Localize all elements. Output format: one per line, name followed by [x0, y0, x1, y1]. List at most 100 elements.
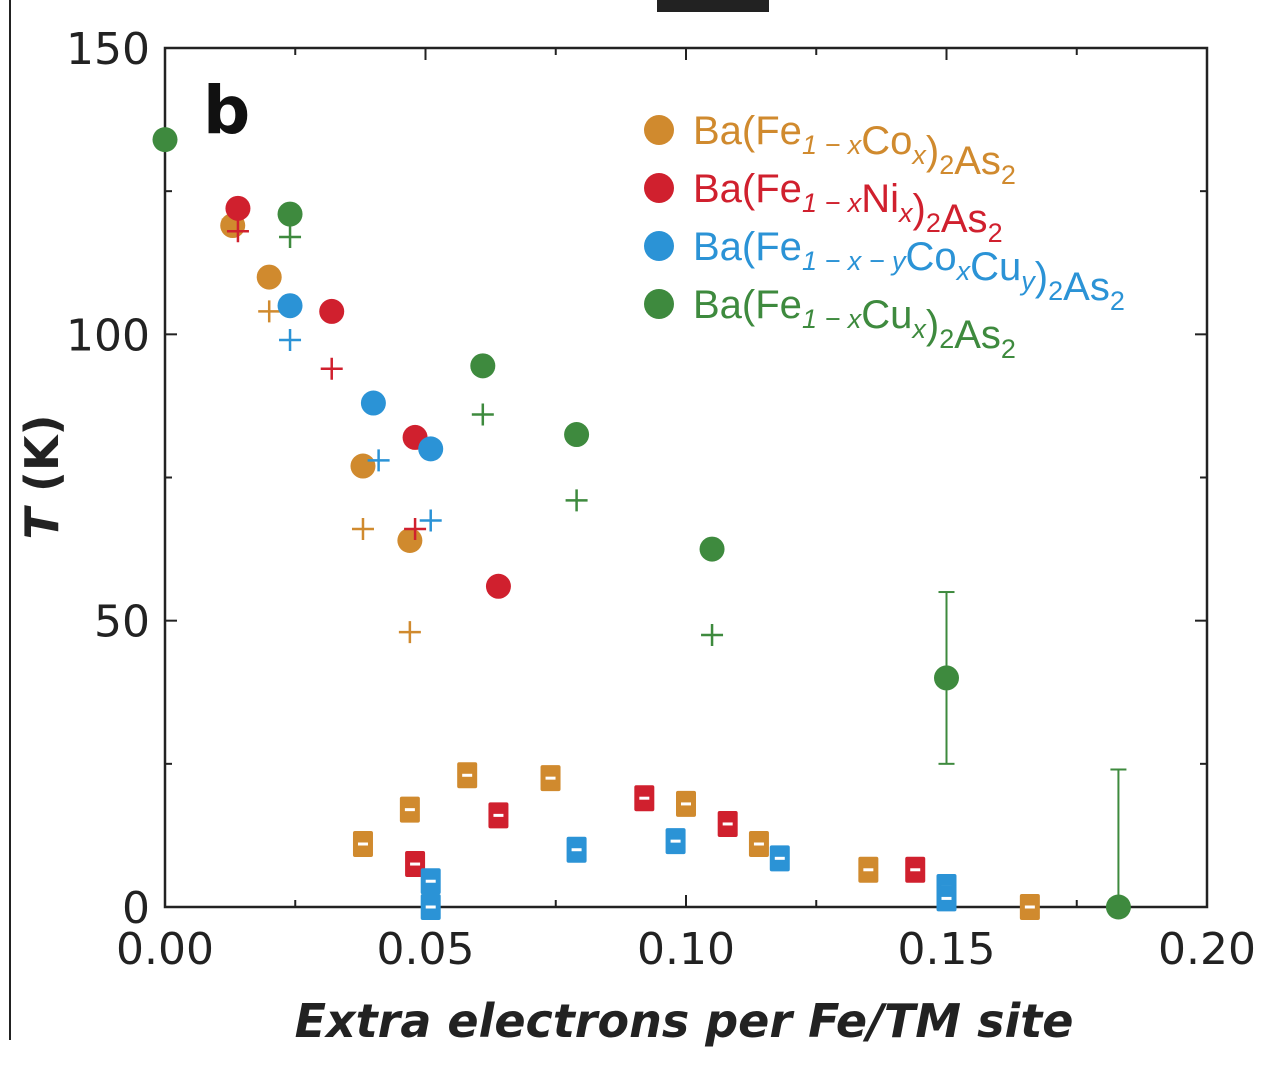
- y-tick-label: 0: [122, 883, 150, 934]
- legend-label-cocu: Ba(Fe1 − x − yCoxCuy)2As2: [693, 225, 1125, 316]
- x-tick-label: 0.10: [637, 924, 735, 975]
- structural-transition-circle: [564, 422, 590, 448]
- legend-text-part: Co: [906, 235, 957, 279]
- series-cu: [152, 127, 1131, 920]
- magnetic-transition-plus: [701, 623, 724, 646]
- square-white-bar: [681, 802, 691, 806]
- magnetic-transition-plus: [419, 509, 442, 532]
- legend-text-part: As: [1063, 265, 1110, 309]
- square-white-bar: [863, 868, 874, 872]
- panel-label: b: [203, 72, 250, 149]
- square-white-bar: [670, 839, 681, 843]
- square-white-bar: [462, 773, 473, 777]
- legend-marker-cu: [644, 289, 674, 319]
- legend-marker-co: [644, 115, 674, 145]
- legend-text-part: Ba(Fe: [693, 109, 802, 153]
- legend-subscript: x: [955, 256, 972, 286]
- legend-subscript: x: [897, 198, 914, 228]
- left-border-line: [9, 0, 11, 1040]
- legend-subscript: x: [910, 140, 927, 170]
- legend-subscript: 2: [1048, 276, 1063, 306]
- square-white-bar: [774, 856, 785, 860]
- structural-transition-circle: [277, 293, 303, 319]
- square-white-bar: [1024, 905, 1035, 909]
- legend-text-part: Cu: [861, 293, 912, 337]
- legend-text-part: ): [926, 303, 939, 347]
- legend-subscript: x: [910, 314, 927, 344]
- structural-transition-circle: [152, 127, 178, 153]
- y-tick-label: 100: [66, 310, 150, 361]
- legend-subscript: 2: [1110, 286, 1125, 316]
- legend-label-co: Ba(Fe1 − xCox)2As2: [693, 109, 1016, 190]
- cropped-title-fragment: [657, 0, 769, 12]
- structural-transition-circle: [397, 527, 423, 553]
- square-white-bar: [425, 879, 436, 883]
- x-axis-label: Extra electrons per Fe/TM site: [295, 994, 1074, 1048]
- structural-transition-circle: [277, 201, 303, 227]
- legend-text-part: As: [941, 197, 988, 241]
- square-white-bar: [404, 808, 415, 812]
- legend-text-part: As: [954, 313, 1001, 357]
- legend-text-part: As: [954, 139, 1001, 183]
- axis-tick-labels: 0.00 0.05 0.10 0.15 0.20 0 50 100 150: [66, 24, 1256, 975]
- square-white-bar: [639, 796, 650, 800]
- magnetic-transition-plus: [279, 225, 302, 248]
- structural-transition-circle: [225, 195, 251, 221]
- magnetic-transition-plus: [367, 449, 390, 472]
- legend-text-part: Ba(Fe: [693, 167, 802, 211]
- structural-transition-circle: [485, 573, 511, 599]
- square-white-bar: [410, 862, 421, 866]
- series-ni: [225, 195, 926, 883]
- magnetic-transition-plus: [404, 518, 427, 541]
- legend-subscript: 1 − x: [802, 188, 863, 218]
- magnetic-transition-plus: [398, 621, 421, 644]
- square-white-bar: [357, 842, 368, 846]
- x-tick-label: 0.15: [898, 924, 996, 975]
- y-axis-label: T (K): [15, 414, 69, 539]
- legend-subscript: 1 − x: [802, 130, 863, 160]
- structural-transition-circle: [934, 665, 959, 691]
- legend-text-part: ): [926, 129, 939, 173]
- x-tick-label: 0.05: [377, 924, 475, 975]
- legend-text-part: Ba(Fe: [693, 225, 802, 269]
- legend-label-cu: Ba(Fe1 − xCux)2As2: [693, 283, 1016, 364]
- legend-text-part: Ni: [861, 177, 899, 221]
- structural-transition-circle: [256, 264, 282, 290]
- legend-subscript: 1 − x − y: [802, 246, 907, 276]
- plot-area-border: [163, 46, 1209, 909]
- y-tick-label: 50: [94, 597, 150, 648]
- legend-text-part: Ba(Fe: [693, 283, 802, 327]
- structural-transition-circle: [699, 536, 725, 562]
- legend-marker-cocu: [644, 231, 674, 261]
- magnetic-transition-plus: [471, 403, 494, 426]
- legend-subscript: 2: [926, 208, 941, 238]
- data-marks: [152, 127, 1131, 920]
- axis-ticks: [164, 47, 1208, 908]
- legend-marker-ni: [644, 173, 674, 203]
- legend-label-ni: Ba(Fe1 − xNix)2As2: [693, 167, 1003, 248]
- x-tick-label: 0.00: [116, 924, 214, 975]
- magnetic-transition-plus: [226, 220, 249, 243]
- legend-text-part: ): [1035, 255, 1048, 299]
- magnetic-transition-plus: [565, 489, 588, 512]
- structural-transition-circle: [319, 298, 345, 324]
- legend-text-part: Cu: [970, 245, 1021, 289]
- legend-subscript: 2: [1001, 334, 1016, 364]
- legend-text-part: Co: [861, 119, 912, 163]
- square-white-bar: [425, 905, 436, 909]
- magnetic-transition-plus: [351, 518, 374, 541]
- legend-subscript: 2: [988, 218, 1003, 248]
- magnetic-transition-plus: [258, 300, 281, 323]
- structural-transition-circle: [470, 353, 496, 379]
- legend-subscript: y: [1019, 266, 1036, 296]
- legend-subscript: 2: [939, 150, 954, 180]
- square-white-bar: [722, 822, 733, 826]
- magnetic-transition-plus: [279, 329, 302, 352]
- magnetic-transition-plus: [320, 357, 343, 380]
- y-axis-label-unit: (K): [15, 414, 69, 508]
- legend-subscript: 1 − x: [802, 304, 863, 334]
- legend-subscript: 2: [1001, 160, 1016, 190]
- square-white-bar: [493, 813, 504, 817]
